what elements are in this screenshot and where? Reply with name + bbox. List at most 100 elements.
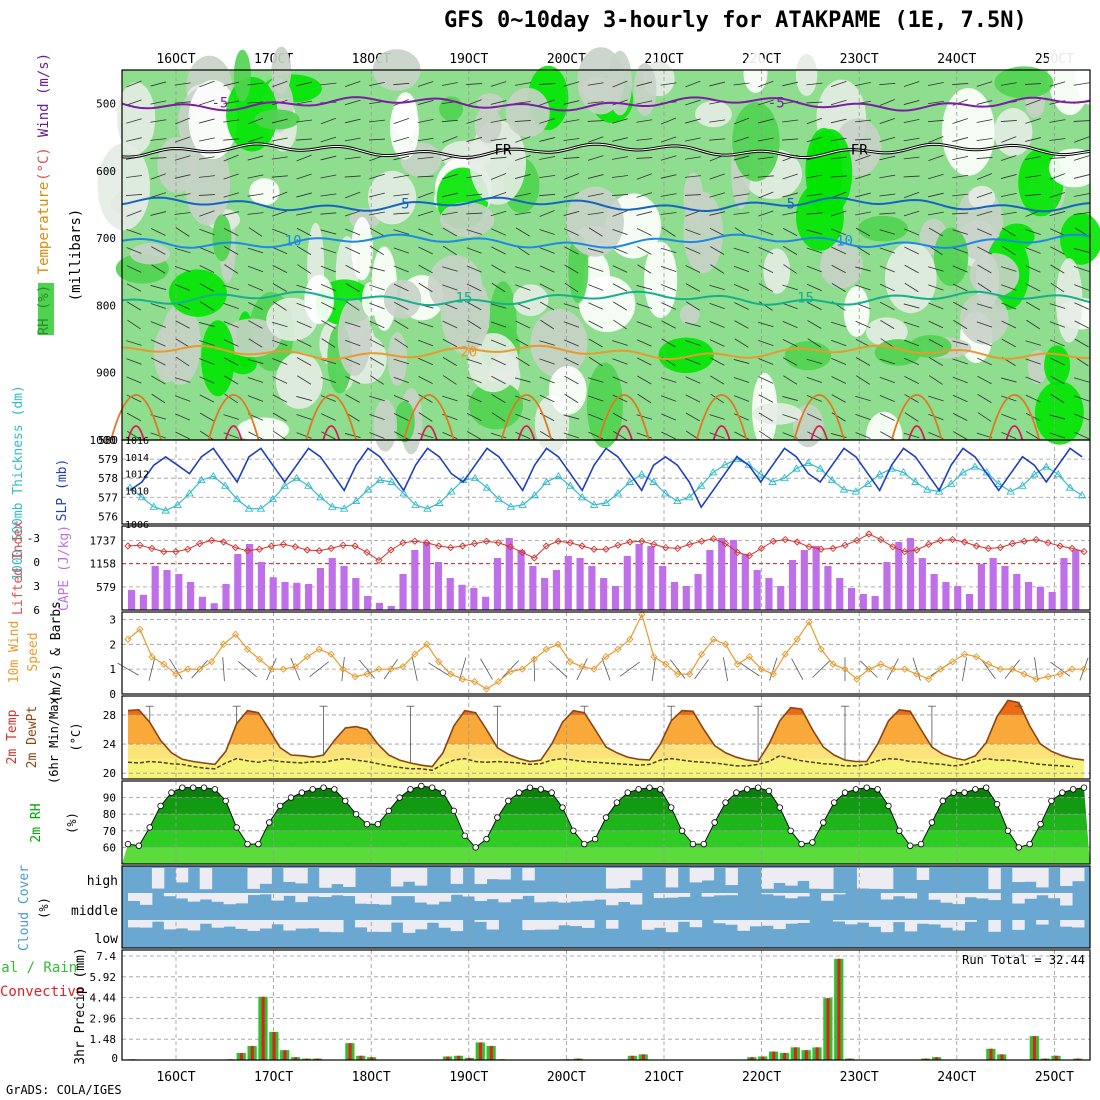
data-point bbox=[948, 535, 957, 544]
wind-barb bbox=[977, 375, 992, 385]
wind-barb bbox=[199, 80, 215, 88]
precip-bar-convective bbox=[468, 1057, 472, 1060]
data-point bbox=[885, 802, 892, 810]
wind-barb bbox=[223, 432, 239, 439]
cape-bar bbox=[659, 566, 667, 610]
data-point bbox=[721, 640, 730, 648]
data-point bbox=[208, 536, 216, 545]
wind-barb bbox=[952, 174, 969, 179]
cloud-segment bbox=[271, 893, 284, 901]
cloud-segment bbox=[797, 868, 810, 881]
cloud-segment bbox=[402, 920, 416, 933]
temperature-band bbox=[128, 714, 1084, 745]
y-tick-label-right: 1012 bbox=[125, 470, 149, 481]
wind-barb bbox=[417, 191, 434, 199]
wind-barb bbox=[830, 99, 847, 106]
y-tick-label: 3 bbox=[109, 613, 116, 626]
wind-barb bbox=[1049, 138, 1066, 141]
wind-barb bbox=[879, 136, 896, 143]
wind-barb bbox=[758, 246, 774, 255]
wind-barb bbox=[442, 395, 458, 402]
rh-region bbox=[304, 274, 334, 325]
cloud-segment bbox=[582, 920, 595, 928]
data-point bbox=[626, 538, 634, 546]
wind-barb bbox=[710, 246, 725, 255]
cloud-segment bbox=[187, 893, 201, 902]
rh-region bbox=[843, 286, 870, 337]
x-tick-label: 21OCT bbox=[644, 1070, 683, 1085]
wind-barb bbox=[491, 228, 506, 236]
wind-barb bbox=[490, 339, 507, 347]
cape-bar bbox=[1072, 550, 1080, 610]
wind-barb bbox=[709, 119, 726, 123]
wind-barb bbox=[223, 81, 240, 87]
wind-barb bbox=[272, 210, 288, 217]
wind-barb bbox=[345, 358, 361, 365]
rh-region bbox=[633, 63, 657, 116]
wind-barb bbox=[758, 99, 774, 106]
wind-barb bbox=[272, 301, 287, 311]
wind-barb bbox=[709, 192, 726, 198]
wind-barb bbox=[344, 99, 361, 106]
wind-barb bbox=[271, 321, 288, 328]
rh-region bbox=[743, 52, 768, 93]
wind-barb bbox=[1001, 320, 1017, 329]
wind-barb bbox=[563, 173, 580, 180]
wind-barb bbox=[126, 99, 142, 106]
wind-barb bbox=[198, 156, 215, 160]
wind-barb bbox=[588, 413, 604, 421]
wind-barb bbox=[806, 377, 823, 383]
wind-barb bbox=[198, 137, 215, 142]
cloud-segment bbox=[677, 920, 691, 922]
wind-barb bbox=[296, 357, 312, 366]
cloud-segment bbox=[868, 920, 882, 927]
data-point bbox=[124, 542, 132, 550]
data-point bbox=[815, 464, 825, 472]
warm-contour bbox=[500, 394, 553, 441]
y-axis-title: (°C) bbox=[69, 723, 83, 752]
data-point bbox=[458, 542, 467, 550]
cloud-segment bbox=[474, 920, 487, 922]
wind-barb bbox=[224, 246, 239, 255]
wind-barb bbox=[977, 282, 992, 293]
data-point bbox=[793, 635, 801, 643]
cape-bar bbox=[198, 596, 206, 610]
wind-barb bbox=[613, 430, 627, 441]
wind-barb bbox=[903, 432, 920, 439]
warm-contour bbox=[988, 394, 1041, 441]
wind-barb bbox=[952, 376, 968, 384]
cape-bar bbox=[458, 584, 466, 610]
data-point bbox=[934, 487, 944, 495]
wind-barb bbox=[709, 432, 725, 439]
wind-barb bbox=[684, 156, 701, 160]
data-point bbox=[793, 538, 801, 546]
cloud-segment bbox=[450, 920, 464, 932]
data-point bbox=[581, 840, 588, 848]
wind-barb bbox=[490, 321, 507, 328]
wind-barb bbox=[904, 264, 919, 274]
cloud-segment bbox=[665, 920, 679, 933]
cape-bar bbox=[977, 564, 985, 610]
data-point bbox=[387, 546, 395, 554]
wind-barb bbox=[126, 301, 142, 311]
data-point bbox=[853, 675, 861, 683]
cloud-segment bbox=[558, 893, 571, 903]
cloud-segment bbox=[450, 893, 464, 895]
data-point bbox=[768, 477, 777, 485]
wind-barb bbox=[442, 227, 458, 237]
wind-barb bbox=[296, 227, 312, 237]
data-point bbox=[674, 670, 682, 678]
wind-barb bbox=[417, 118, 434, 124]
wind-barb bbox=[150, 173, 166, 180]
wind-barb bbox=[855, 357, 871, 366]
data-point bbox=[757, 544, 765, 553]
data-point bbox=[1015, 844, 1023, 851]
rh-region bbox=[577, 47, 625, 115]
wind-barb bbox=[150, 100, 167, 105]
wind-barb bbox=[734, 413, 749, 421]
wind-barb bbox=[248, 302, 263, 310]
data-point bbox=[160, 660, 168, 668]
wind-barb bbox=[515, 431, 531, 440]
wind-barb bbox=[296, 138, 313, 141]
